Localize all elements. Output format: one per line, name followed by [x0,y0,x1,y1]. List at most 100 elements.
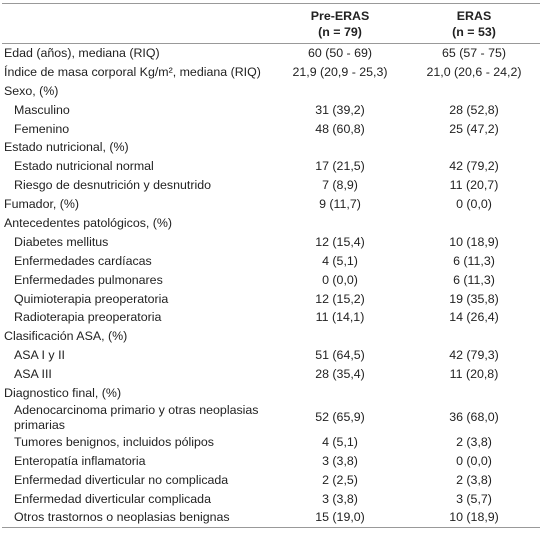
column-n: (n = 53) [452,25,496,39]
cell-empty [272,214,408,233]
cell-value: 31 (39,2) [315,102,365,117]
row: Clasificación ASA, (%) [2,327,540,346]
sub-row: Enfermedad diverticular no complicada 2 (… [2,471,540,490]
row-label: Antecedentes patológicos, (%) [4,215,173,230]
row-label: Radioterapia preoperatoria [14,310,162,325]
row-label: Quimioterapia preoperatoria [14,291,169,306]
row: Sexo, (%) [2,82,540,101]
column-header: ERAS (n = 53) [408,3,540,44]
cell-value: 21,9 (20,9 - 25,3) [292,64,388,79]
header-row: Pre-ERAS (n = 79) ERAS (n = 53) [2,3,540,44]
cell-value: 9 (11,7) [319,197,361,212]
cell-value: 52 (65,9) [315,410,365,425]
row-label: Riesgo de desnutrición y desnutrido [14,178,211,193]
cell-value: 0 (0,0) [456,453,492,468]
row-label: Sexo, (%) [4,83,59,98]
row: Edad (años), mediana (RIQ) 60 (50 - 69) 65… [2,44,540,63]
row-label: Diabetes mellitus [14,234,109,249]
cell-value: 17 (21,5) [315,159,365,174]
cell-value: 11 (20,8) [449,367,499,382]
cell-value: 21,0 (20,6 - 24,2) [426,64,522,79]
cell-value: 3 (3,8) [322,491,358,506]
cell-value: 11 (20,7) [449,178,499,193]
cell-value: 4 (5,1) [322,434,358,449]
sub-row: Adenocarcinoma primario y otras neoplasi… [2,403,540,433]
cell-value: 60 (50 - 69) [307,45,373,60]
cell-value: 6 (11,3) [453,253,495,268]
row: Estado nutricional, (%) [2,138,540,157]
cell-value: 6 (11,3) [453,272,495,287]
cell-value: 2 (3,8) [456,472,492,487]
cell-value: 10 (18,9) [449,510,499,525]
row-label: ASA III [14,367,52,382]
row-label: ASA I y II [14,348,65,363]
cell-value: 42 (79,3) [449,348,499,363]
cell-value: 42 (79,2) [449,159,499,174]
cell-value: 3 (3,8) [322,453,358,468]
row-label: Masculino [14,102,70,117]
row: Antecedentes patológicos, (%) [2,214,540,233]
cell-value: 2 (2,5) [322,472,358,487]
row: Fumador, (%) 9 (11,7) 0 (0,0) [2,195,540,214]
cell-value: 19 (35,8) [449,291,499,306]
cell-value: 51 (64,5) [315,348,365,363]
row-label: Diagnostico final, (%) [4,385,122,400]
sub-row: Diabetes mellitus 12 (15,4) 10 (18,9) [2,233,540,252]
cell-value: 12 (15,4) [315,234,365,249]
cell-value: 0 (0,0) [456,197,492,212]
cell-value: 48 (60,8) [315,121,365,136]
row-label: Enfermedades pulmonares [14,272,163,287]
sub-row: Enfermedades pulmonares 0 (0,0) 6 (11,3) [2,271,540,290]
cell-value: 65 (57 - 75) [441,45,507,60]
cell-value: 0 (0,0) [322,272,358,287]
sub-row: Radioterapia preoperatoria 11 (14,1) 14 (2… [2,308,540,327]
row-label: Enfermedad diverticular no complicada [14,472,229,487]
cell-empty [272,138,408,157]
table-body: Edad (años), mediana (RIQ) 60 (50 - 69) 65… [2,44,540,528]
row-label: Fumador, (%) [4,197,80,212]
column-name: ERAS [456,9,492,23]
sub-row: Riesgo de desnutrición y desnutrido 7 (8,… [2,176,540,195]
sub-row: Masculino 31 (39,2) 28 (52,8) [2,101,540,120]
cell-empty [408,138,540,157]
row-label: Otros trastornos o neoplasias benignas [14,510,230,525]
row-label: Estado nutricional, (%) [4,140,129,155]
sub-row: Femenino 48 (60,8) 25 (47,2) [2,120,540,139]
row-label: Enfermedades cardíacas [14,253,152,268]
cell-value: 2 (3,8) [456,434,492,449]
data-table: Pre-ERAS (n = 79) ERAS (n = 53) Edad (años)… [2,3,540,529]
sub-row: Otros trastornos o neoplasias benignas 15… [2,508,540,527]
sub-row: Tumores benignos, incluidos pólipos 4 (5,… [2,433,540,452]
sub-row: Enteropatía inflamatoria 3 (3,8) 0 (0,0) [2,452,540,471]
cell-value: 28 (35,4) [315,367,365,382]
cell-value: 3 (5,7) [456,491,492,506]
sub-row: Estado nutricional normal 17 (21,5) 42 (79… [2,157,540,176]
sub-row: Enfermedades cardíacas 4 (5,1) 6 (11,3) [2,252,540,271]
sub-row: Enfermedad diverticular complicada 3 (3,8… [2,490,540,509]
cell-value: 36 (68,0) [449,410,499,425]
row-label: Índice de masa corporal Kg/m², mediana (… [4,64,261,79]
page: Pre-ERAS (n = 79) ERAS (n = 53) Edad (años)… [0,3,542,536]
row: Índice de masa corporal Kg/m², mediana (… [2,63,540,82]
row: Diagnostico final, (%) [2,384,540,403]
cell-value: 15 (19,0) [315,510,365,525]
header-blank [2,3,272,44]
sub-row: ASA I y II 51 (64,5) 42 (79,3) [2,346,540,365]
cell-value: 4 (5,1) [322,253,358,268]
cell-empty [272,384,408,403]
cell-empty [408,214,540,233]
cell-value: 28 (52,8) [449,102,499,117]
table-header: Pre-ERAS (n = 79) ERAS (n = 53) [2,3,540,44]
cell-value: 10 (18,9) [449,234,499,249]
row-label: Clasificación ASA, (%) [4,329,128,344]
row-label: Estado nutricional normal [14,159,154,174]
cell-value: 12 (15,2) [315,291,365,306]
cell-value: 7 (8,9) [322,178,358,193]
cell-value: 14 (26,4) [449,310,499,325]
sub-row: ASA III 28 (35,4) 11 (20,8) [2,365,540,384]
row-label: Edad (años), mediana (RIQ) [4,45,160,60]
row-label: Tumores benignos, incluidos pólipos [14,434,214,449]
column-header: Pre-ERAS (n = 79) [272,3,408,44]
cell-value: 25 (47,2) [449,121,499,136]
row-label: Femenino [14,121,70,136]
